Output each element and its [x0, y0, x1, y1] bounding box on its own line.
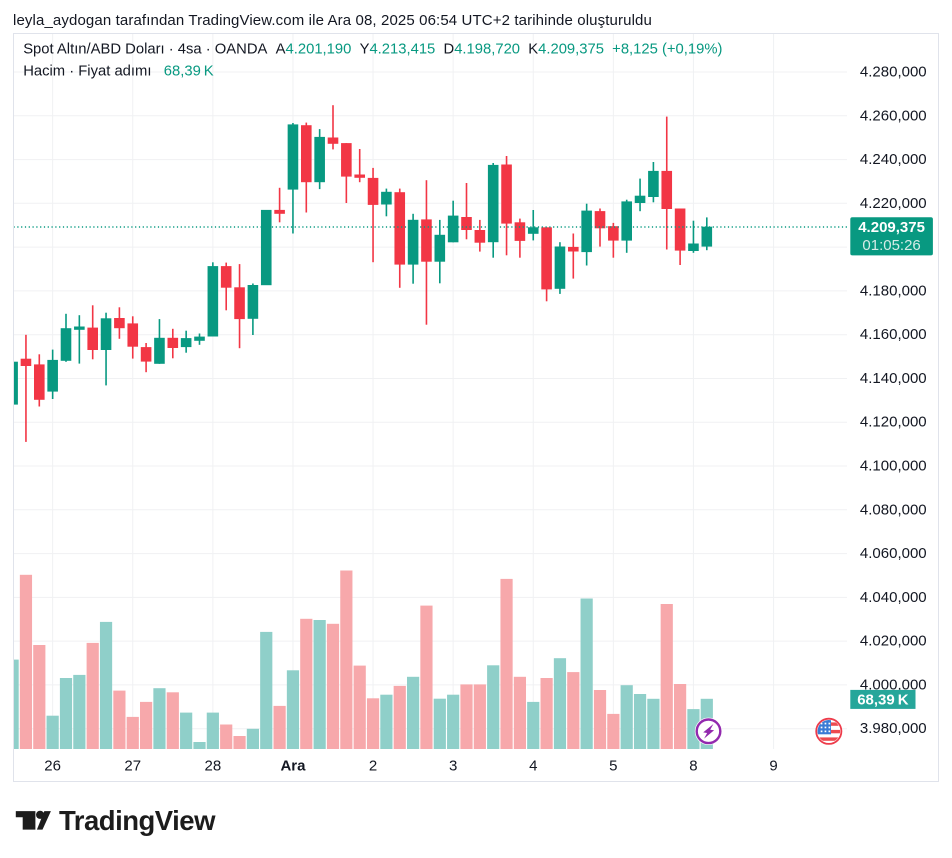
svg-text:4.040,000: 4.040,000: [860, 589, 927, 606]
svg-text:4.000,000: 4.000,000: [860, 676, 927, 693]
svg-text:4.060,000: 4.060,000: [860, 545, 927, 562]
svg-text:4.280,000: 4.280,000: [860, 64, 927, 81]
svg-text:01:05:26: 01:05:26: [862, 237, 920, 254]
svg-text:28: 28: [205, 757, 222, 774]
svg-text:5: 5: [609, 757, 617, 774]
svg-text:26: 26: [44, 757, 61, 774]
svg-text:4.140,000: 4.140,000: [860, 370, 927, 387]
svg-text:9: 9: [769, 757, 777, 774]
svg-text:4.240,000: 4.240,000: [860, 151, 927, 168]
svg-text:4.180,000: 4.180,000: [860, 282, 927, 299]
svg-text:Ara: Ara: [280, 757, 306, 774]
svg-text:3: 3: [449, 757, 457, 774]
svg-text:4.100,000: 4.100,000: [860, 458, 927, 475]
svg-text:Spot Altın/ABD Doları · 4sa ·: Spot Altın/ABD Doları · 4sa · OANDA A4.2…: [23, 41, 722, 57]
svg-text:TradingView: TradingView: [59, 805, 216, 836]
svg-text:4.209,375: 4.209,375: [858, 219, 925, 236]
svg-text:4: 4: [529, 757, 537, 774]
svg-text:4.120,000: 4.120,000: [860, 414, 927, 431]
svg-text:68,39 K: 68,39 K: [857, 691, 909, 708]
svg-text:4.020,000: 4.020,000: [860, 633, 927, 650]
svg-text:4.220,000: 4.220,000: [860, 195, 927, 212]
svg-text:4.080,000: 4.080,000: [860, 501, 927, 518]
svg-text:27: 27: [124, 757, 141, 774]
svg-text:3.980,000: 3.980,000: [860, 720, 927, 737]
svg-text:4.260,000: 4.260,000: [860, 107, 927, 124]
svg-text:Hacim · Fiyat adımı 68,39 K: Hacim · Fiyat adımı 68,39 K: [23, 63, 214, 79]
svg-text:4.160,000: 4.160,000: [860, 326, 927, 343]
svg-text:leyla_aydogan tarafından Tradi: leyla_aydogan tarafından TradingView.com…: [13, 12, 652, 29]
svg-text:2: 2: [369, 757, 377, 774]
svg-text:8: 8: [689, 757, 697, 774]
